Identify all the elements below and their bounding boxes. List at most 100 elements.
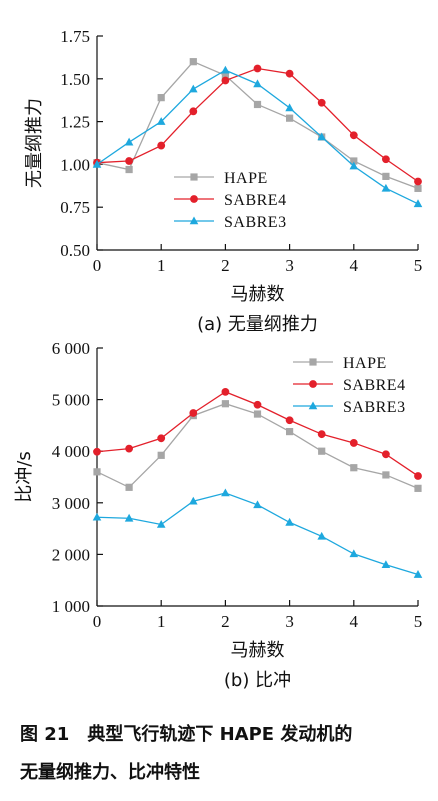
x-tick-label: 2 — [221, 256, 230, 275]
legend-marker — [190, 173, 198, 181]
y-tick-label: 0.75 — [60, 198, 90, 217]
data-point — [253, 500, 262, 509]
data-point — [221, 488, 230, 497]
caption-text-line2: 无量纲推力、比冲特性 — [20, 762, 200, 783]
x-tick-label: 2 — [221, 612, 230, 631]
y-tick-label: 3 000 — [52, 494, 90, 513]
figure-caption: 图 21 典型飞行轨迹下 HAPE 发动机的 无量纲推力、比冲特性 — [20, 716, 430, 792]
x-tick-label: 4 — [350, 256, 359, 275]
y-tick-label: 2 000 — [52, 545, 90, 564]
data-point — [286, 427, 294, 436]
data-point — [157, 451, 165, 459]
legend-entry: HAPE — [293, 355, 387, 372]
series-sabre4 — [93, 387, 422, 480]
y-tick-label: 0.50 — [60, 241, 90, 260]
data-point — [157, 94, 165, 102]
data-point — [317, 430, 326, 439]
x-tick-label: 3 — [285, 256, 294, 275]
y-axis-label: 无量纲推力 — [24, 98, 45, 188]
x-tick-label: 5 — [414, 612, 423, 631]
x-tick-label: 1 — [157, 612, 166, 631]
data-point — [124, 513, 134, 522]
legend-entry: SABRE3 — [174, 214, 287, 231]
legend-marker — [309, 358, 317, 366]
data-point — [349, 161, 359, 170]
data-point — [253, 79, 262, 88]
data-point — [381, 560, 391, 569]
legend-marker — [308, 401, 318, 410]
legend-label: SABRE3 — [224, 214, 287, 231]
data-point — [189, 84, 198, 93]
y-tick-label: 1.50 — [60, 70, 90, 89]
data-point — [382, 172, 390, 180]
series-sabre3 — [92, 488, 423, 578]
data-point — [317, 98, 326, 107]
data-point — [221, 65, 230, 74]
data-point — [318, 447, 326, 455]
legend-marker — [309, 380, 317, 388]
y-axis-label: 比冲/s — [14, 451, 35, 502]
data-point — [125, 165, 133, 174]
data-point — [413, 570, 423, 578]
data-point — [285, 69, 294, 78]
data-point — [253, 400, 262, 409]
legend-marker — [190, 195, 198, 203]
y-tick-label: 1 000 — [52, 597, 90, 616]
data-point — [125, 157, 133, 165]
data-point — [92, 512, 102, 521]
chart-a: 0.50 0.75 1.00 1.25 1.50 1.75 0 1 2 3 4 5 马赫数 无量纲推力 (a… — [24, 27, 423, 335]
data-point — [286, 114, 294, 122]
y-tick-label: 4 000 — [52, 442, 90, 461]
data-point — [157, 434, 166, 443]
data-point — [349, 549, 359, 558]
legend-label: SABRE4 — [224, 192, 287, 209]
data-point — [350, 464, 358, 472]
x-axis-label: 马赫数 — [231, 284, 285, 305]
legend-entry: SABRE4 — [293, 377, 406, 394]
x-tick-label: 1 — [157, 256, 166, 275]
data-point — [382, 450, 390, 459]
data-point — [253, 100, 262, 109]
legend-label: SABRE3 — [343, 399, 406, 416]
data-point — [349, 131, 358, 140]
data-point — [221, 400, 229, 408]
legend-entry: HAPE — [174, 170, 268, 187]
legend-marker — [189, 216, 199, 225]
data-point — [189, 107, 198, 116]
legend-label: HAPE — [343, 355, 387, 372]
data-point — [414, 177, 422, 186]
x-tick-label: 0 — [93, 256, 102, 275]
data-point — [189, 409, 198, 417]
data-point — [189, 496, 198, 505]
chart-subtitle: (b) 比冲 — [224, 670, 291, 691]
x-tick-label: 3 — [285, 612, 294, 631]
data-point — [382, 155, 390, 164]
data-point — [413, 199, 423, 208]
series-sabre3 — [92, 65, 423, 208]
data-point — [414, 484, 422, 492]
x-tick-label: 4 — [350, 612, 359, 631]
data-point — [125, 483, 133, 491]
y-tick-label: 1.00 — [60, 155, 90, 174]
chart-b: 1 000 2 000 3 000 4 000 5 000 6 000 0 1 2 3 4 5 马赫数 比… — [14, 339, 423, 691]
data-point — [189, 58, 197, 66]
legend-label: HAPE — [224, 170, 268, 187]
data-point — [156, 117, 166, 125]
data-point — [221, 71, 229, 79]
x-axis-label: 马赫数 — [231, 640, 285, 661]
data-point — [221, 76, 230, 85]
legend-label: SABRE4 — [343, 377, 406, 394]
y-tick-label: 1.75 — [60, 27, 90, 46]
data-point — [317, 531, 326, 540]
data-point — [125, 444, 133, 453]
data-point — [156, 519, 166, 528]
x-tick-label: 5 — [414, 256, 423, 275]
y-tick-label: 1.25 — [60, 113, 90, 132]
data-point — [349, 439, 358, 447]
legend-entry: SABRE4 — [174, 192, 287, 209]
data-point — [285, 416, 294, 425]
figure-canvas: 0.50 0.75 1.00 1.25 1.50 1.75 0 1 2 3 4 5 马赫数 无量纲推力 (a… — [14, 27, 423, 691]
data-point — [124, 137, 134, 146]
data-point — [381, 183, 391, 192]
data-point — [93, 468, 101, 476]
